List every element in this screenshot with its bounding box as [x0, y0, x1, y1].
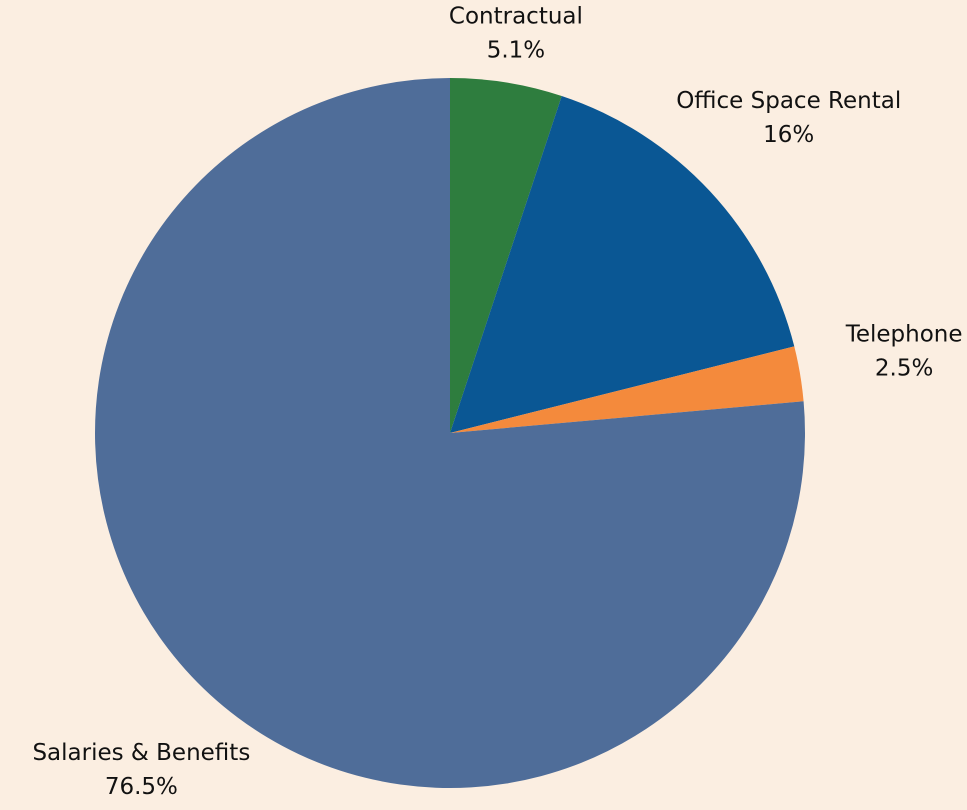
pie-slice [450, 96, 795, 433]
value-label: 5.1% [487, 38, 545, 64]
pie-slice [450, 78, 562, 433]
pie-slice [95, 78, 806, 788]
value-label: 2.5% [875, 356, 933, 382]
slice-label: Telephone [845, 322, 963, 348]
slice-label: Office Space Rental [676, 88, 901, 114]
value-label: 16% [763, 122, 814, 148]
slice-label: Salaries & Benefits [32, 740, 250, 766]
pie-slice [450, 346, 804, 433]
value-label: 76.5% [105, 774, 178, 800]
slice-label: Contractual [449, 4, 583, 30]
